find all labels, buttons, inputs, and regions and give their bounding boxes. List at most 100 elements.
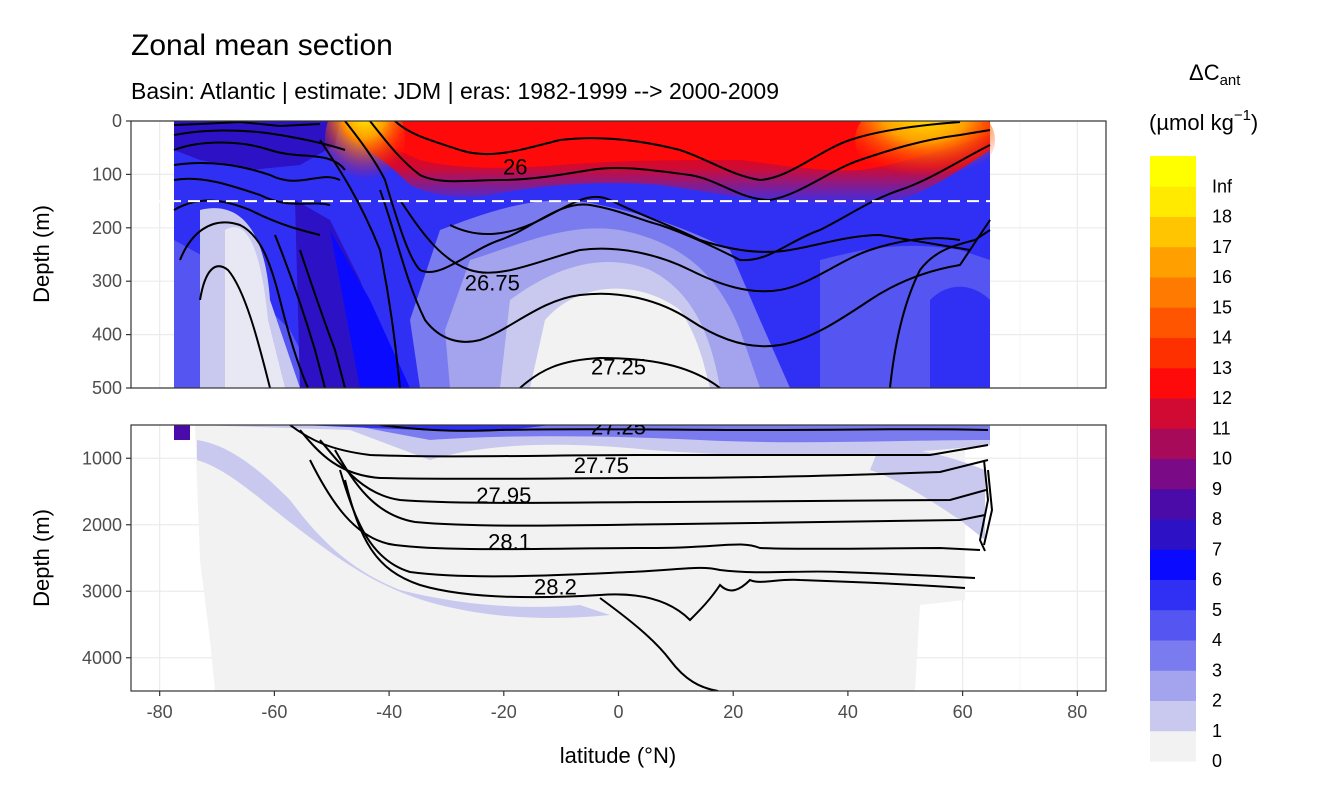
chart-subtitle: Basin: Atlantic | estimate: JDM | eras: …	[131, 78, 779, 104]
legend-swatch	[1150, 458, 1196, 490]
contour-line	[319, 139, 401, 388]
legend-units: (µmol kg−1)	[1149, 107, 1258, 135]
contour-label: 27.25	[591, 414, 646, 439]
contour-label-group: 28.2	[534, 575, 577, 600]
contour-line	[519, 356, 721, 388]
legend-label: 6	[1212, 570, 1222, 590]
legend-label: 15	[1212, 297, 1232, 317]
y-tick-label: 500	[92, 378, 122, 398]
legend-label: 9	[1212, 479, 1222, 499]
legend-title: ΔCant	[1189, 60, 1241, 89]
contour-line	[449, 195, 971, 253]
y-tick-label: 3000	[82, 581, 122, 601]
contour-line	[319, 439, 987, 504]
contour-line	[173, 177, 331, 206]
y-tick-label: 200	[92, 218, 122, 238]
field-deep-edge	[174, 425, 190, 440]
bottom-panel-field	[174, 425, 994, 691]
legend-units-sup: −1	[1234, 107, 1251, 124]
contour-line	[199, 265, 271, 388]
contour-line	[978, 459, 990, 552]
legend-swatch	[1150, 307, 1196, 338]
legend-label: 16	[1212, 267, 1232, 287]
contour-line	[339, 469, 976, 579]
contour-line	[399, 199, 961, 293]
contour-label: 28.2	[534, 575, 577, 600]
field-south-strong2	[330, 230, 410, 388]
legend-swatch	[1150, 488, 1196, 520]
legend-swatch	[1150, 277, 1196, 308]
x-tick-label: -40	[376, 702, 402, 722]
contour-line	[173, 129, 346, 151]
contour-line	[173, 141, 346, 171]
contour-line	[289, 425, 989, 458]
contour-line	[983, 469, 994, 546]
legend-swatch	[1150, 640, 1196, 671]
contour-label-group: 27.75	[574, 453, 629, 478]
legend-label: 14	[1212, 328, 1232, 348]
contour-line	[173, 121, 321, 128]
contour-line	[369, 121, 991, 202]
legend-label: 11	[1212, 418, 1231, 438]
contour-line	[309, 459, 981, 551]
y-tick-label: 0	[112, 111, 122, 131]
legend-units-main: (µmol kg	[1149, 110, 1234, 135]
legend-label: Inf	[1212, 176, 1233, 196]
contour-label: 26.75	[465, 270, 520, 295]
bottom-panel	[130, 424, 1107, 692]
contour-line	[599, 597, 719, 691]
legend-swatch	[1150, 670, 1196, 701]
contour-line	[179, 221, 309, 388]
field-surface-red	[360, 121, 990, 171]
y-tick-label: 4000	[82, 648, 122, 668]
x-axis: -80 -60 -40 -20 0 20 40 60 80	[147, 691, 1087, 722]
field-hotspot-north	[855, 121, 995, 185]
contour-line	[344, 121, 991, 273]
legend-swatch	[1150, 579, 1196, 611]
legend: ΔCant (µmol kg−1) 0123456789101112131415…	[1149, 60, 1258, 771]
legend-label: 5	[1212, 600, 1222, 620]
y-tick-label: 400	[92, 325, 122, 345]
contour-labels: 26 26.75 27.25 27.25 27.75 27.95 28.128.2	[465, 154, 646, 599]
contour-label-group: 26.75	[465, 270, 520, 295]
contour-line	[334, 449, 986, 527]
bottom-y-axis: 1000 2000 3000 4000	[82, 448, 131, 668]
top-y-axis-title: Depth (m)	[29, 205, 54, 303]
contour-line	[379, 425, 989, 432]
x-tick-label: 60	[953, 702, 973, 722]
legend-swatch	[1150, 730, 1196, 762]
contour-line	[344, 479, 966, 622]
legend-label: 13	[1212, 358, 1232, 378]
bottom-y-axis-title: Depth (m)	[29, 509, 54, 607]
legend-label: 1	[1212, 721, 1222, 741]
legend-swatch	[1150, 549, 1196, 580]
y-tick-label: 1000	[82, 448, 122, 468]
legend-label: 12	[1212, 388, 1232, 408]
y-tick-label: 100	[92, 164, 122, 184]
legend-label: 0	[1212, 751, 1222, 771]
legend-label: 18	[1212, 207, 1232, 227]
legend-swatch	[1150, 246, 1196, 278]
contour-line	[274, 234, 326, 388]
contour-label-group: 27.25	[591, 355, 646, 380]
legend-label: 8	[1212, 509, 1222, 529]
top-y-axis: 0 100 200 300 400 500	[92, 111, 131, 398]
field-hotspot-south	[325, 121, 405, 190]
legend-label: 2	[1212, 691, 1222, 711]
contour-line	[379, 189, 991, 348]
legend-title-sub: ant	[1220, 72, 1242, 89]
field-deep-band	[197, 440, 610, 618]
contour-line	[173, 162, 341, 182]
top-panel-border	[130, 120, 1107, 389]
legend-units-close: )	[1251, 110, 1258, 135]
x-axis-title: latitude (°N)	[560, 743, 676, 768]
contour-label: 27.95	[476, 483, 531, 508]
chart-title: Zonal mean section	[131, 29, 393, 62]
legend-swatches	[1150, 156, 1196, 762]
legend-swatch	[1150, 519, 1196, 550]
legend-swatch	[1150, 398, 1196, 429]
x-tick-label: 0	[613, 702, 623, 722]
